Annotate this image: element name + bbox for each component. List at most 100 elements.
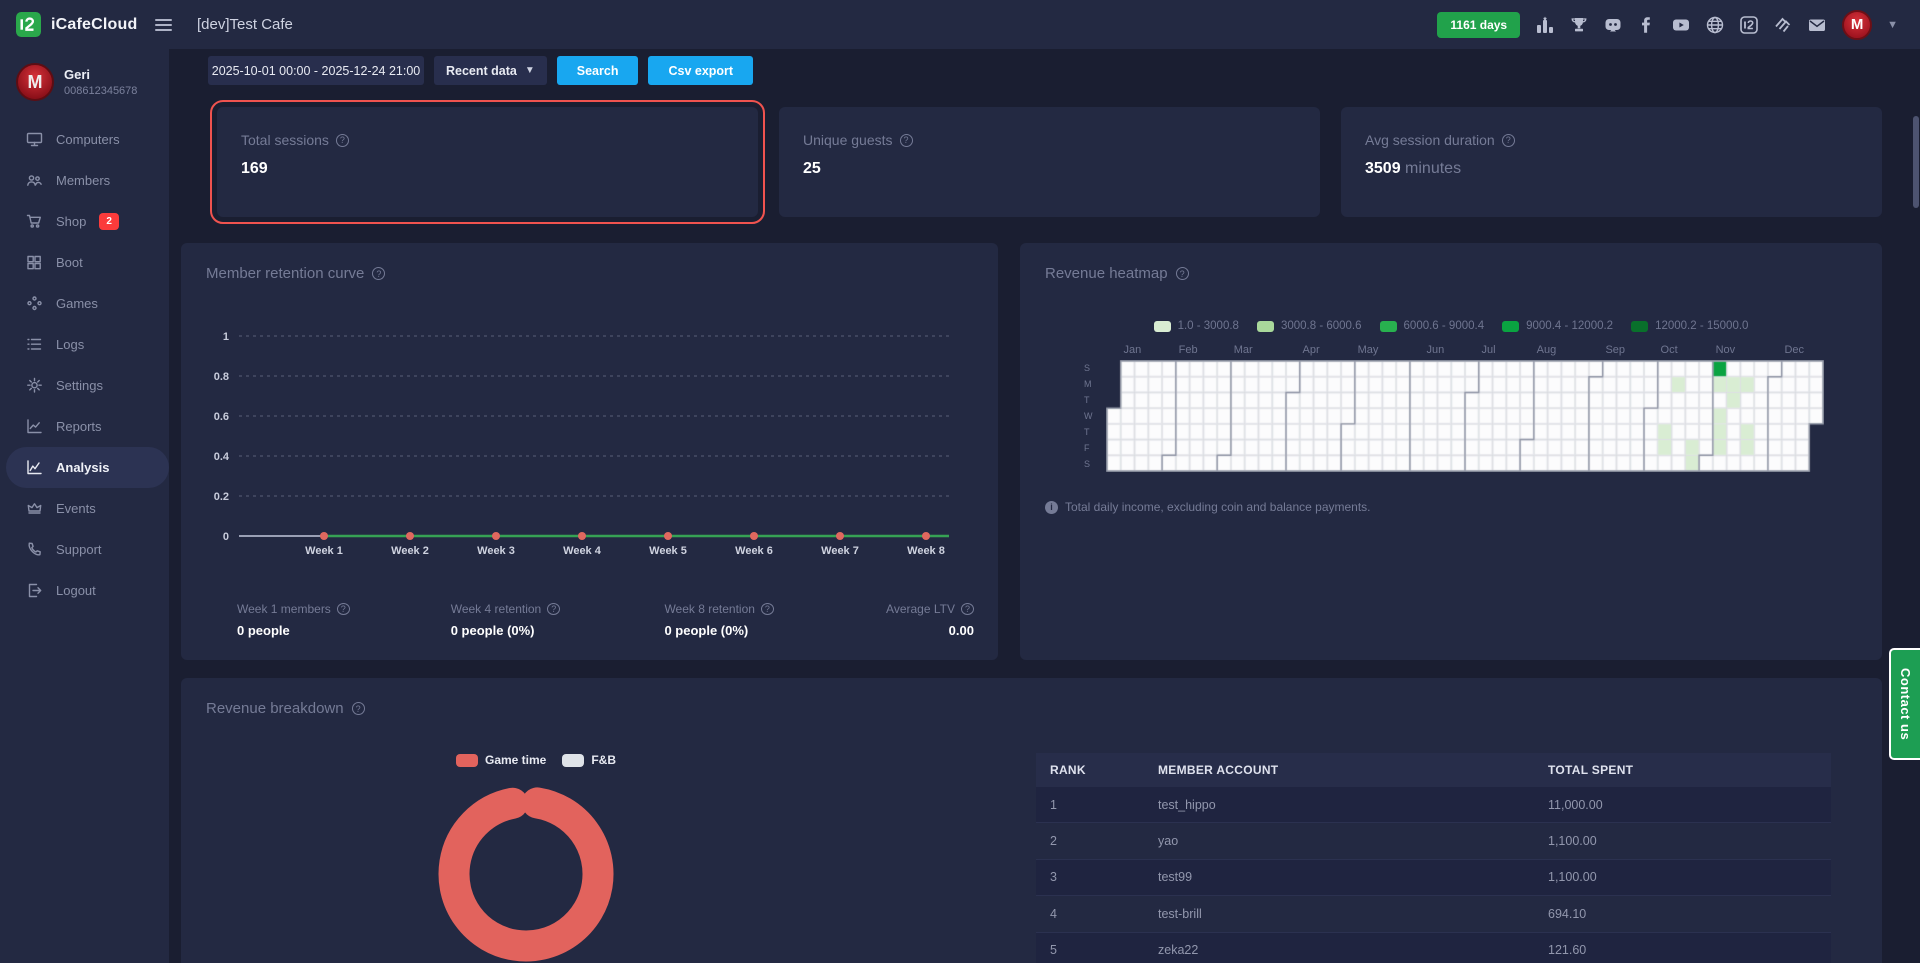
help-icon[interactable] [336, 603, 350, 615]
top-spenders-table: RANK MEMBER ACCOUNT TOTAL SPENT 1 test_hipp… [1036, 753, 1831, 963]
sidebar-item-label: Games [56, 296, 98, 311]
settings-icon [26, 377, 43, 394]
contact-us-tab[interactable]: Contact us [1889, 648, 1920, 760]
sidebar-item-members[interactable]: Members [6, 160, 169, 201]
csv-export-button[interactable]: Csv export [648, 56, 754, 85]
spent-cell: 11,000.00 [1536, 787, 1831, 824]
boot-icon [26, 254, 43, 271]
sidebar-item-logout[interactable]: Logout [6, 570, 169, 611]
user-avatar[interactable]: M [1842, 9, 1873, 40]
svg-text:1: 1 [223, 331, 229, 343]
sidebar-item-label: Events [56, 501, 96, 516]
sidebar-item-analysis[interactable]: Analysis [6, 447, 169, 488]
table-header-cell: RANK [1036, 753, 1146, 787]
help-icon[interactable] [960, 603, 974, 615]
table-row: 1 test_hippo 11,000.00 [1036, 787, 1831, 824]
legend-swatch [1631, 320, 1649, 332]
sidebar-item-boot[interactable]: Boot [6, 242, 169, 283]
sidebar-item-computers[interactable]: Computers [6, 119, 169, 160]
sidebar-item-label: Computers [56, 132, 120, 147]
chevron-down-icon[interactable]: ▼ [1887, 18, 1898, 31]
date-range-input[interactable] [208, 56, 424, 85]
brand-name: iCafeCloud [51, 15, 138, 33]
month-label: Feb [1178, 344, 1198, 356]
layers-icon[interactable] [1773, 15, 1793, 35]
stat-value: 3509 minutes [1365, 160, 1462, 177]
facebook-icon[interactable] [1637, 15, 1657, 35]
sidebar-item-label: Analysis [56, 460, 110, 475]
main-content: Recent data ▼ Search Csv export Total se… [169, 49, 1920, 963]
help-icon[interactable] [351, 702, 365, 715]
retention-title: Member retention curve [206, 265, 365, 282]
sidebar-item-games[interactable]: Games [6, 283, 169, 324]
sidebar-item-reports[interactable]: Reports [6, 406, 169, 447]
discord-icon[interactable] [1603, 15, 1623, 35]
help-icon[interactable] [372, 267, 386, 280]
stat-card-unique-guests: Unique guests 25 [779, 107, 1320, 217]
user-name: Geri [64, 67, 91, 82]
mail-icon[interactable] [1807, 15, 1827, 35]
svg-text:Week 8: Week 8 [907, 545, 945, 557]
games-icon [26, 295, 43, 312]
ranking-icon[interactable] [1535, 15, 1555, 35]
help-icon[interactable] [547, 603, 561, 615]
license-days-badge[interactable]: 1161 days [1437, 11, 1521, 38]
retention-stat-1: Week 4 retention 0 people (0%) [451, 602, 665, 638]
globe-icon[interactable] [1705, 15, 1725, 35]
search-button[interactable]: Search [556, 56, 639, 85]
sidebar-item-settings[interactable]: Settings [6, 365, 169, 406]
donut-legend-item[interactable]: F&B [562, 753, 616, 767]
help-icon[interactable] [1501, 133, 1515, 147]
sidebar-item-shop[interactable]: Shop 2 [6, 201, 169, 242]
sidebar-item-label: Members [56, 173, 111, 188]
retention-chart: 1 0.8 0.6 0.4 0.2 0 Week 1 Week 2 Week 3 Week 4 We… [214, 331, 949, 557]
topbar-icon-strip [1535, 15, 1827, 35]
sidebar-item-label: Support [56, 542, 102, 557]
table-row: 4 test-brill 694.10 [1036, 895, 1831, 933]
sidebar-item-label: Shop [56, 214, 87, 229]
help-icon[interactable] [899, 133, 913, 147]
toolbar: Recent data ▼ Search Csv export [208, 56, 1882, 85]
retention-card: Member retention curve 1 0.8 0.6 0.4 0.2 0 Wee… [181, 243, 998, 660]
members-icon [26, 172, 43, 189]
month-label: Apr [1302, 344, 1320, 356]
legend-swatch [1502, 320, 1520, 332]
youtube-icon[interactable] [1671, 15, 1691, 35]
donut-legend-item[interactable]: Game time [455, 753, 546, 767]
sidebar-item-events[interactable]: Events [6, 488, 169, 529]
preset-select[interactable]: Recent data ▼ [434, 56, 547, 85]
month-label: Dec [1784, 344, 1805, 356]
help-icon[interactable] [760, 603, 774, 615]
table-header-cell: MEMBER ACCOUNT [1146, 753, 1536, 787]
sidebar-item-logs[interactable]: Logs [6, 324, 169, 365]
trophy-icon[interactable] [1569, 15, 1589, 35]
legend-swatch [455, 753, 478, 767]
account-cell: test_hippo [1146, 787, 1536, 824]
breakdown-body: Game time F&B RANK MEMBER ACCOUNT TOTAL SPE… [181, 753, 1882, 963]
month-label: Jun [1426, 344, 1445, 356]
help-icon[interactable] [1175, 267, 1189, 280]
breakdown-title: Revenue breakdown [206, 700, 344, 717]
support-icon [26, 541, 43, 558]
logout-icon [26, 582, 43, 599]
sidebar-item-label: Logout [56, 583, 96, 598]
sidebar-item-support[interactable]: Support [6, 529, 169, 570]
hamburger-menu-icon[interactable] [155, 18, 173, 31]
legend-swatch [1256, 320, 1274, 332]
brand: iCafeCloud [0, 12, 173, 37]
heatmap-legend-item: 12000.2 - 15000.0 [1631, 320, 1748, 332]
rank-cell: 1 [1036, 787, 1146, 824]
svg-text:0.6: 0.6 [214, 411, 229, 423]
heatmap-legend-item: 6000.6 - 9000.4 [1379, 320, 1484, 332]
icafecloud-icon[interactable] [1739, 15, 1759, 35]
help-icon[interactable] [335, 133, 349, 147]
svg-text:0.2: 0.2 [214, 491, 229, 503]
vertical-scrollbar-thumb[interactable] [1913, 116, 1919, 208]
stat-card-avg-session-duration: Avg session duration 3509 minutes [1341, 107, 1882, 217]
month-label: Jul [1481, 344, 1496, 356]
rank-cell: 3 [1036, 859, 1146, 897]
table-row: 2 yao 1,100.00 [1036, 822, 1831, 860]
heatmap-month-labels: Jan Feb Mar Apr May Jun Jul Aug Sep Oct Nov Dec [1106, 344, 1824, 360]
